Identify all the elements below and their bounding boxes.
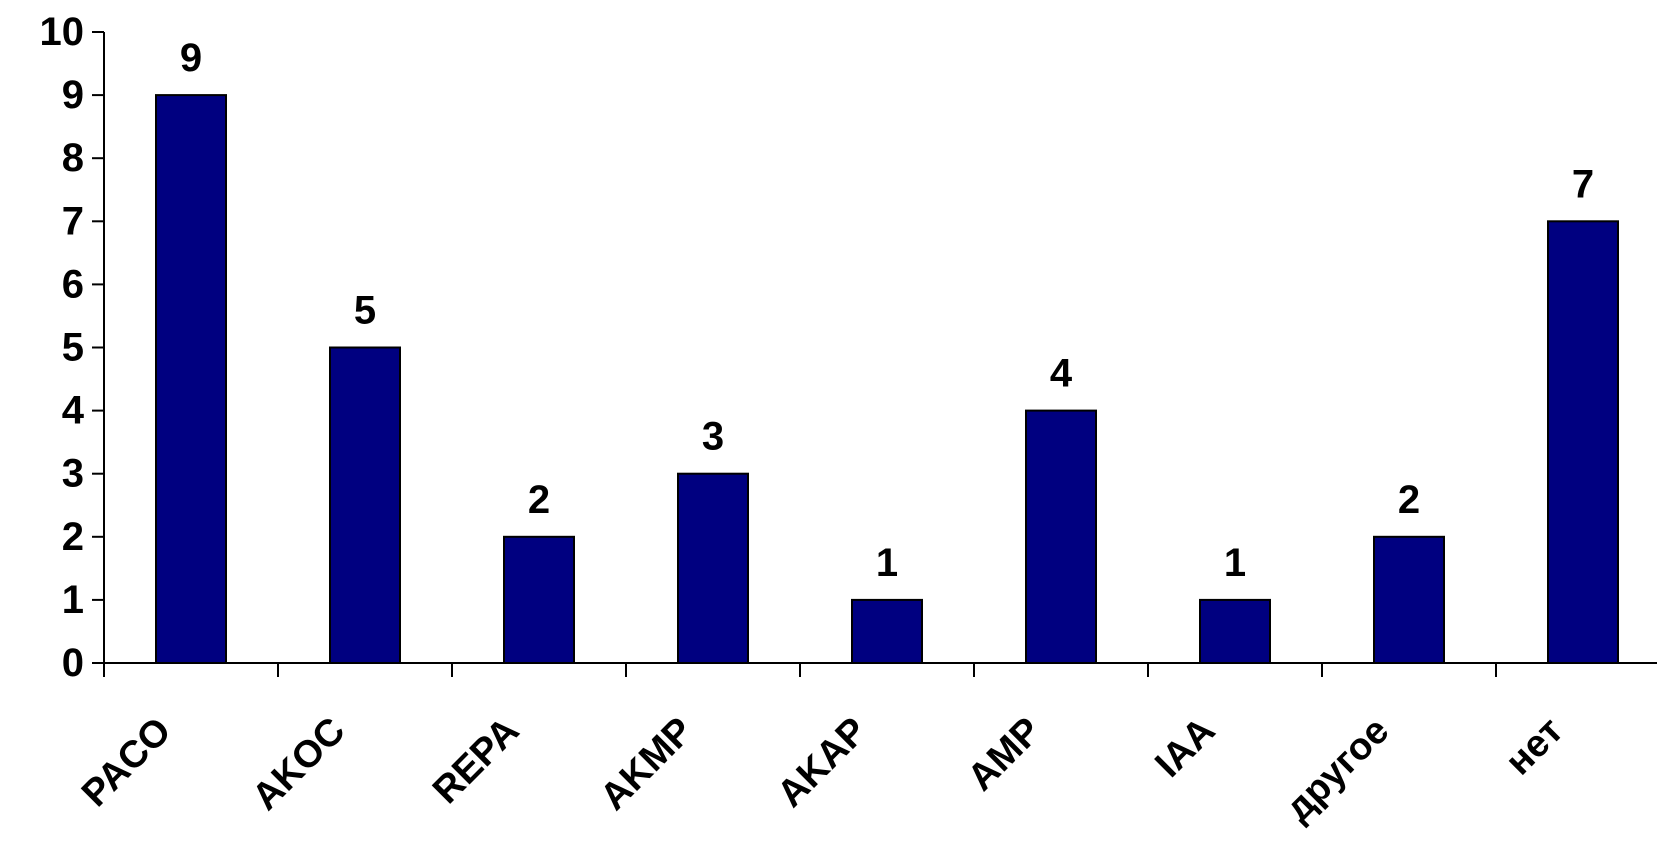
bar — [1025, 409, 1097, 664]
category-label: AKOC — [245, 710, 354, 819]
bar — [155, 94, 227, 665]
bar — [1373, 535, 1445, 664]
bars — [155, 94, 1619, 665]
data-label: 2 — [1398, 478, 1420, 522]
category-label: IAA — [1147, 710, 1223, 786]
y-tick-label: 9 — [62, 73, 84, 117]
y-tick-label: 8 — [62, 136, 84, 180]
bar — [503, 535, 575, 664]
bar — [329, 346, 401, 664]
bar — [677, 472, 749, 665]
data-label: 3 — [702, 415, 724, 459]
category-label: REPA — [425, 710, 527, 812]
data-label: 7 — [1572, 162, 1594, 206]
data-label: 1 — [876, 541, 898, 585]
y-tick-label: 7 — [62, 199, 84, 243]
y-tick-label: 1 — [62, 578, 84, 622]
data-label: 2 — [528, 478, 550, 522]
data-label: 5 — [354, 289, 376, 333]
data-label: 1 — [1224, 541, 1246, 585]
category-label: нет — [1498, 710, 1572, 784]
bar — [851, 598, 923, 665]
bar — [1199, 598, 1271, 665]
category-labels: PACO AKOC REPA AKMP AKAP AMP IAA другое нет — [74, 710, 1571, 830]
y-tick-label: 2 — [62, 515, 84, 559]
data-labels: 9 5 2 3 1 4 1 2 7 — [180, 36, 1594, 585]
y-tick-label: 0 — [62, 641, 84, 685]
y-tick-label: 6 — [62, 262, 84, 306]
category-label: PACO — [74, 710, 179, 815]
category-label: другое — [1277, 710, 1397, 830]
data-label: 9 — [180, 36, 202, 80]
category-label: AKMP — [593, 710, 702, 819]
bar — [1547, 220, 1619, 665]
x-axis — [103, 662, 1657, 677]
category-label: AKAP — [770, 710, 876, 816]
category-label: AMP — [960, 710, 1049, 799]
y-tick-label: 5 — [62, 326, 84, 370]
y-axis: 0 1 2 3 4 5 6 7 8 9 10 — [40, 10, 105, 685]
data-label: 4 — [1050, 352, 1073, 396]
y-tick-label: 3 — [62, 452, 84, 496]
y-tick-label: 10 — [40, 10, 85, 54]
y-tick-label: 4 — [62, 389, 85, 433]
